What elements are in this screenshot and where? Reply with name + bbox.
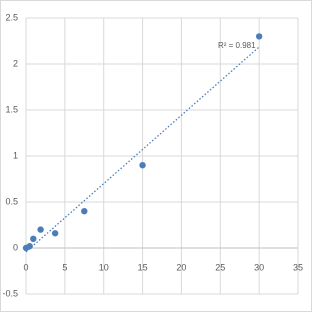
plot: -0.5 0 0.5 1 1.5 2 2.5 0 5 10 15 20 25 30 35	[2, 12, 303, 298]
trendline	[25, 46, 260, 253]
y-tick-label: 1	[13, 150, 18, 160]
annotation: R² = 0.981	[218, 41, 256, 50]
point	[26, 242, 33, 250]
point	[37, 226, 44, 233]
x-tick-label: 30	[254, 262, 264, 272]
chart: -0.5 0 0.5 1 1.5 2 2.5 0 5 10 15 20 25 30 35 R² = 0.981	[0, 0, 312, 312]
y-tick-label: 0	[13, 242, 18, 252]
y-tick-label: 2	[13, 58, 18, 68]
x-tick-label: 35	[293, 262, 303, 272]
y-tick-label: -0.5	[2, 288, 18, 298]
y-tick-label: 0.5	[5, 196, 18, 206]
point	[81, 208, 88, 215]
x-tick-label: 20	[176, 262, 186, 272]
point	[255, 33, 263, 40]
x-tick-label: 10	[99, 262, 109, 272]
x-tick-label: 25	[215, 262, 225, 272]
point	[51, 230, 59, 237]
point	[139, 162, 146, 169]
x-tick-label: 15	[138, 262, 148, 272]
y-tick-label: 2.5	[5, 12, 18, 22]
point	[30, 235, 37, 242]
y-tick-label: 1.5	[5, 104, 18, 114]
x-tick-label: 0	[23, 262, 28, 272]
x-tick-label: 5	[62, 262, 67, 272]
